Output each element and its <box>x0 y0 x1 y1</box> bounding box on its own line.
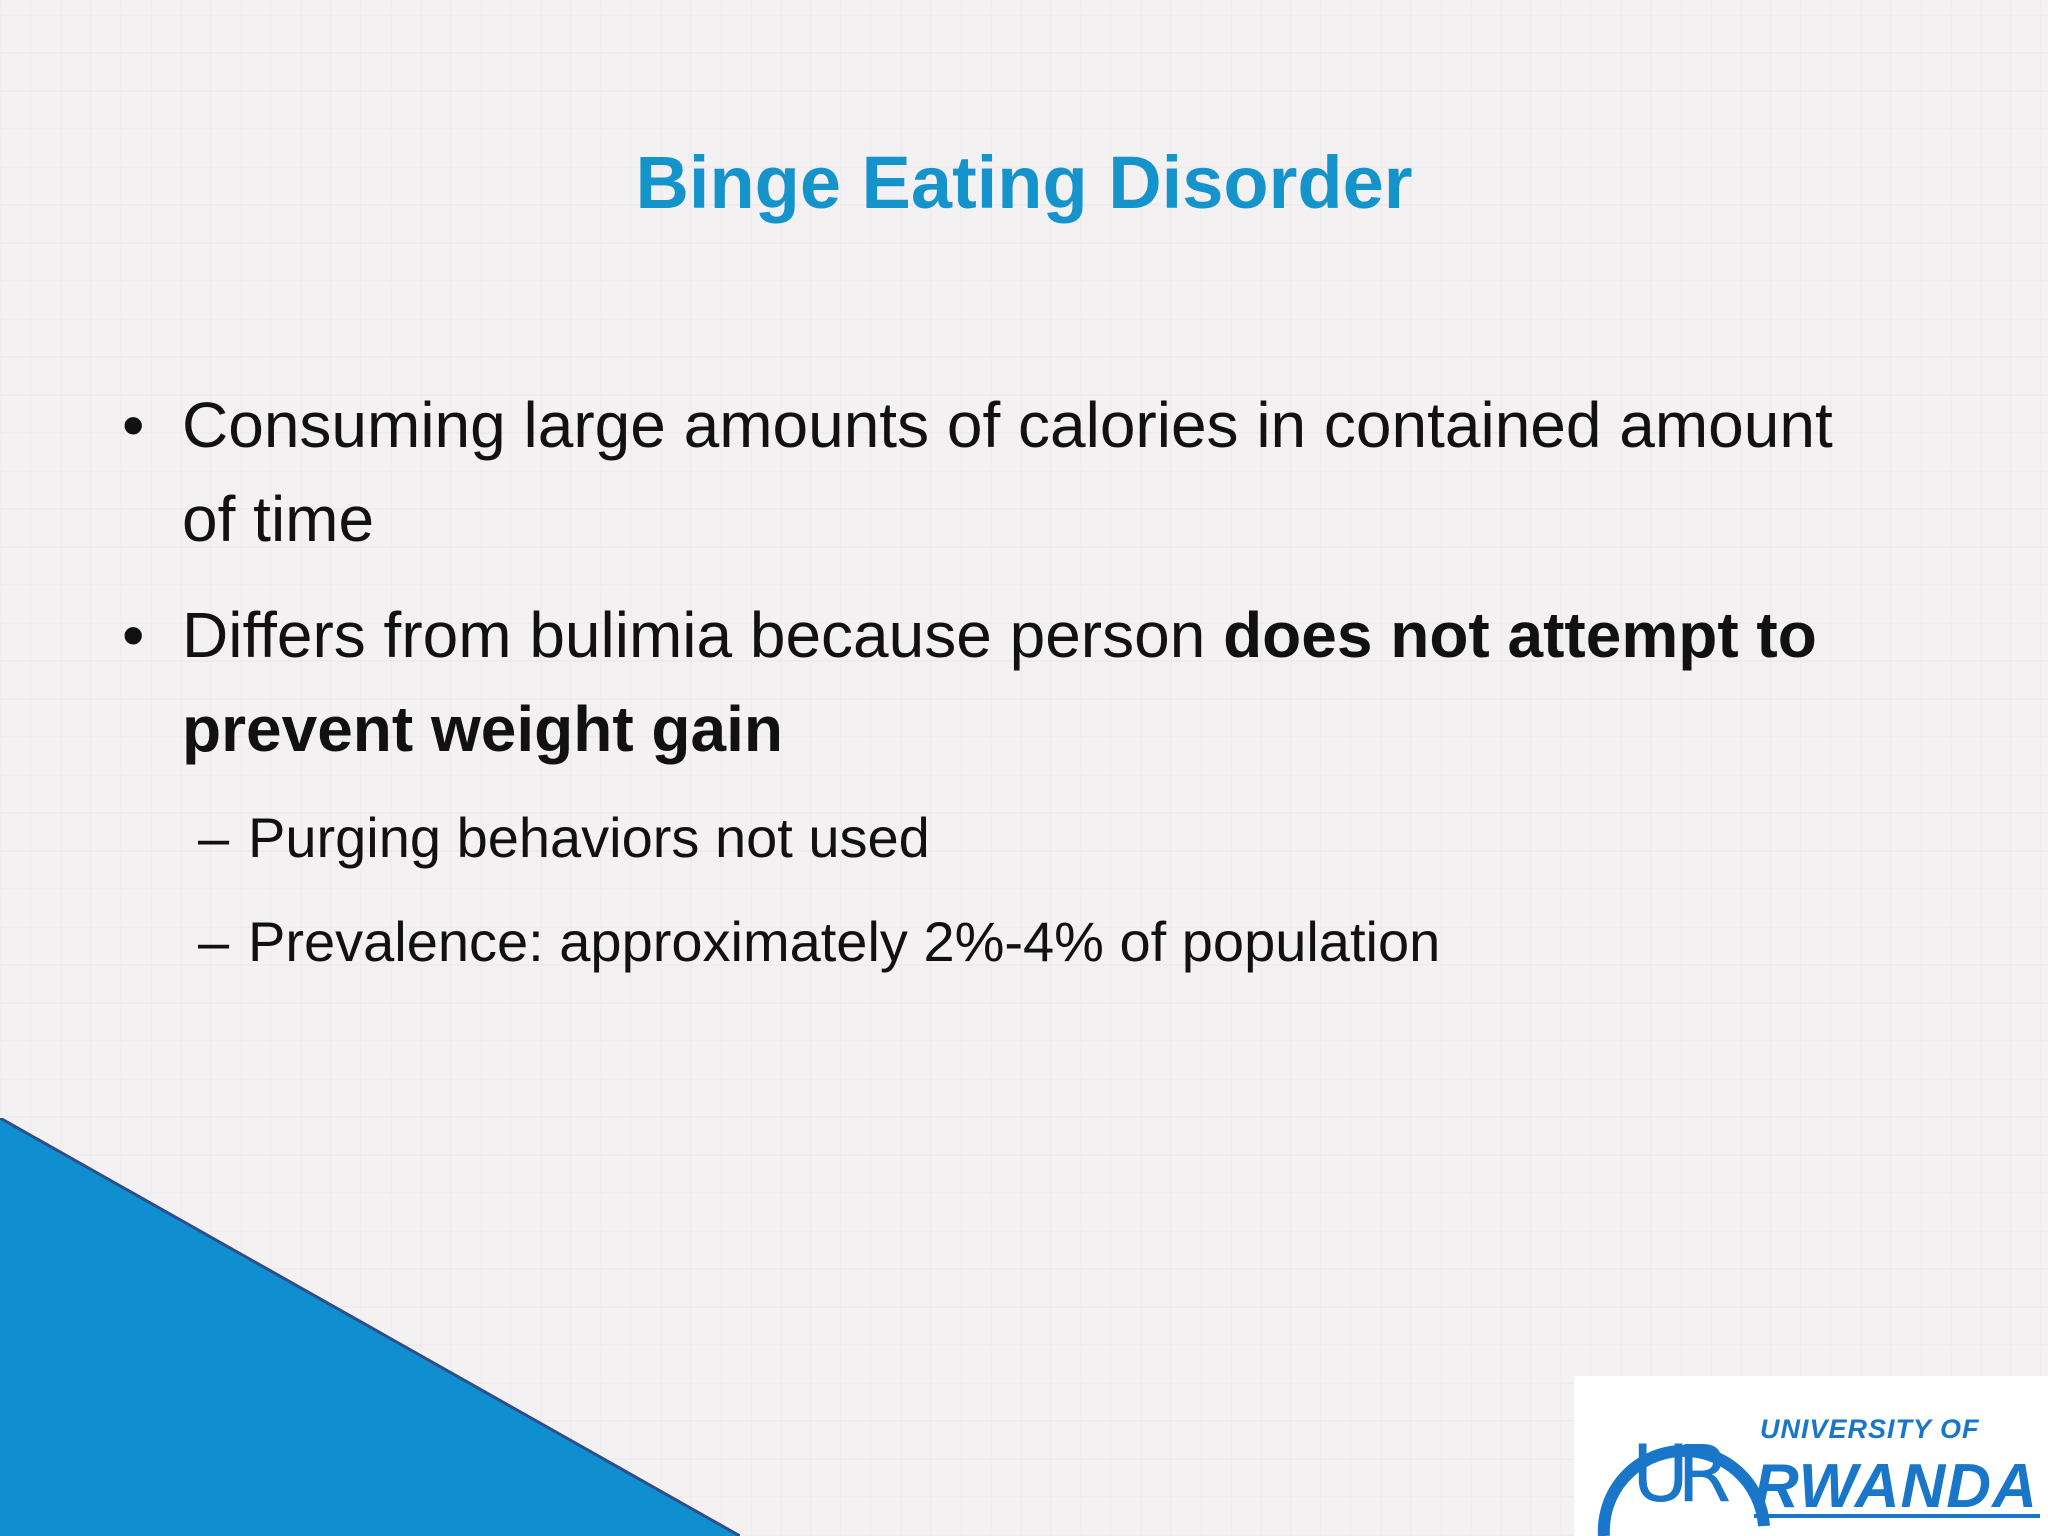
sub-bullet-marker: – <box>198 910 230 973</box>
bullet-text-plain: Differs from bulimia because person <box>182 599 1224 671</box>
logo-line-2: RWANDA <box>1754 1452 2038 1521</box>
bullet-marker: • <box>122 389 145 461</box>
sub-bullet-item: – Purging behaviors not used <box>198 798 1842 878</box>
logo-arc-icon <box>1597 1444 2040 1536</box>
slide-title: Binge Eating Disorder <box>635 141 1413 224</box>
slide-content: • Consuming large amounts of calories in… <box>122 378 1842 1006</box>
sub-bullet-text: Prevalence: approximately 2%-4% of popul… <box>248 910 1441 973</box>
bullet-text-emphasis: does not attempt to prevent weight gain <box>182 599 1817 765</box>
bullet-text: Differs from bulimia because person does… <box>182 588 1842 776</box>
sub-bullet-marker: – <box>198 806 230 869</box>
logo-line-1: UNIVERSITY OF <box>1760 1414 1980 1444</box>
logo-initials: UR <box>1632 1430 1731 1520</box>
university-logo: UR UNIVERSITY OF RWANDA <box>1574 1376 2048 1536</box>
sub-bullet-text: Purging behaviors not used <box>248 806 930 869</box>
sub-bullet-item: – Prevalence: approximately 2%-4% of pop… <box>198 902 1842 982</box>
bullet-item: • Consuming large amounts of calories in… <box>122 378 1842 566</box>
bullet-item: • Differs from bulimia because person do… <box>122 588 1842 776</box>
decorative-triangle <box>0 1118 740 1536</box>
bullet-text: Consuming large amounts of calories in c… <box>182 389 1833 555</box>
bullet-marker: • <box>122 599 145 671</box>
